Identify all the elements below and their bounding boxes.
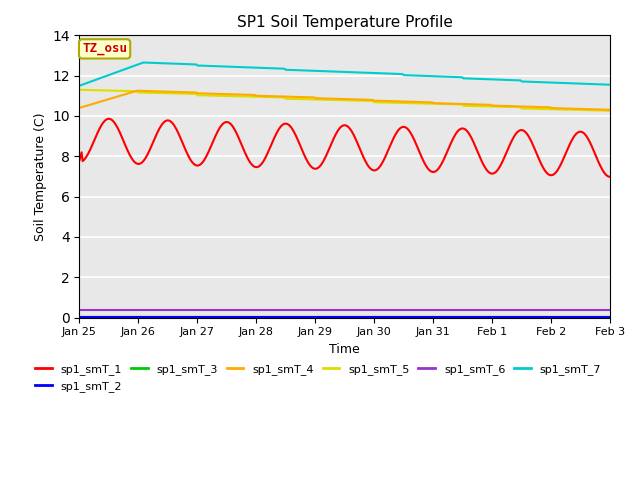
sp1_smT_7 [332,69,339,74]
sp1_smT_1 [606,174,614,180]
Title: SP1 Soil Temperature Profile: SP1 Soil Temperature Profile [237,15,452,30]
sp1_smT_6 [511,308,518,313]
sp1_smT_4 [328,96,336,102]
Y-axis label: Soil Temperature (C): Soil Temperature (C) [33,112,47,240]
sp1_smT_7 [392,71,400,77]
sp1_smT_1 [364,162,371,168]
sp1_smT_4 [606,107,614,113]
sp1_smT_5 [391,100,399,106]
Legend: sp1_smT_1, sp1_smT_2, sp1_smT_3, sp1_smT_4, sp1_smT_5, sp1_smT_6, sp1_smT_7: sp1_smT_1, sp1_smT_2, sp1_smT_3, sp1_smT… [31,360,606,396]
sp1_smT_5 [331,97,339,103]
sp1_smT_7 [606,82,614,87]
Text: TZ_osu: TZ_osu [82,42,127,55]
sp1_smT_5 [76,87,83,93]
sp1_smT_6 [391,308,399,313]
sp1_smT_3 [328,314,335,320]
sp1_smT_6 [328,308,335,313]
sp1_smT_6 [331,308,339,313]
sp1_smT_3 [391,314,399,320]
sp1_smT_4 [332,96,339,102]
sp1_smT_2 [331,313,339,319]
sp1_smT_5 [328,97,335,103]
sp1_smT_7 [364,70,371,76]
Line: sp1_smT_5: sp1_smT_5 [79,90,610,111]
sp1_smT_3 [511,314,518,320]
Line: sp1_smT_7: sp1_smT_7 [79,62,610,86]
sp1_smT_4 [364,97,371,103]
sp1_smT_1 [106,116,113,122]
sp1_smT_3 [606,314,614,320]
sp1_smT_2 [391,313,399,319]
sp1_smT_5 [593,108,601,113]
sp1_smT_5 [511,104,518,110]
sp1_smT_4 [76,105,83,111]
sp1_smT_6 [593,308,601,313]
sp1_smT_3 [363,314,371,320]
sp1_smT_1 [511,132,519,137]
X-axis label: Time: Time [330,343,360,356]
sp1_smT_4 [392,98,400,104]
sp1_smT_2 [76,313,83,319]
sp1_smT_3 [331,314,339,320]
sp1_smT_7 [511,77,519,83]
sp1_smT_5 [363,98,371,104]
sp1_smT_2 [511,313,518,319]
Line: sp1_smT_1: sp1_smT_1 [79,119,610,177]
sp1_smT_2 [328,313,335,319]
sp1_smT_7 [140,60,147,65]
sp1_smT_5 [606,108,614,114]
sp1_smT_1 [595,158,602,164]
sp1_smT_7 [328,69,336,74]
sp1_smT_6 [76,308,83,313]
sp1_smT_1 [392,130,400,136]
sp1_smT_2 [593,313,601,319]
sp1_smT_6 [606,308,614,313]
sp1_smT_2 [363,313,371,319]
sp1_smT_4 [133,88,141,94]
sp1_smT_2 [606,313,614,319]
sp1_smT_7 [595,82,602,87]
sp1_smT_1 [328,138,336,144]
sp1_smT_3 [76,314,83,320]
sp1_smT_3 [593,314,601,320]
Line: sp1_smT_4: sp1_smT_4 [79,91,610,110]
sp1_smT_4 [595,107,602,112]
sp1_smT_4 [511,103,519,109]
sp1_smT_1 [332,132,339,137]
sp1_smT_1 [76,157,83,163]
sp1_smT_6 [363,308,371,313]
sp1_smT_7 [76,83,83,89]
